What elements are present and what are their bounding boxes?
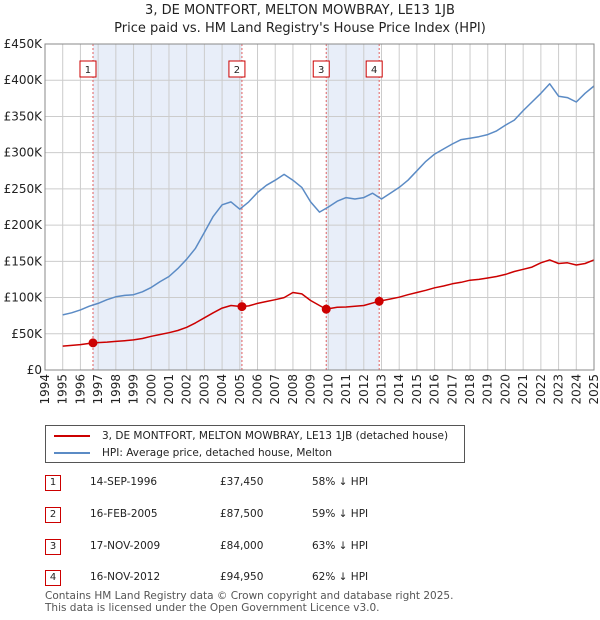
legend-swatch-red [54,435,90,437]
table-row: 3 17-NOV-2009 £84,000 63% ↓ HPI [45,537,445,557]
y-tick-label: £200K [4,218,44,232]
x-tick-label: 2014 [392,374,406,405]
x-tick-label: 2019 [481,374,495,405]
sale-hpi-diff: 63% ↓ HPI [312,540,369,552]
y-tick-label: £100K [4,291,44,305]
marker-badge-label: 4 [371,65,377,76]
marker-badge [79,60,97,78]
y-tick-label: £350K [4,109,44,123]
sale-point [88,338,98,348]
x-tick-label: 1997 [91,374,105,405]
x-tick-label: 2022 [534,374,548,405]
x-tick-label: 2016 [428,374,442,405]
legend-item-property: 3, DE MONTFORT, MELTON MOWBRAY, LE13 1JB… [54,428,448,444]
x-tick-label: 2001 [162,374,176,405]
x-tick-label: 2017 [445,374,459,405]
table-row: 4 16-NOV-2012 £94,950 62% ↓ HPI [45,568,445,588]
legend: 3, DE MONTFORT, MELTON MOWBRAY, LE13 1JB… [45,425,465,463]
x-tick-label: 2004 [215,374,229,405]
sale-price: £84,000 [220,540,264,552]
x-tick-label: 2005 [233,374,247,405]
marker-badge [312,60,330,78]
sale-date: 16-FEB-2005 [90,508,158,520]
y-tick-label: £450K [4,37,44,51]
table-row: 1 14-SEP-1996 £37,450 58% ↓ HPI [45,473,445,493]
marker-badge [228,60,246,78]
footer-copyright: Contains HM Land Registry data © Crown c… [45,590,454,602]
sale-number-badge: 1 [45,475,61,491]
x-tick-label: 2007 [268,374,282,405]
sale-hpi-diff: 58% ↓ HPI [312,476,369,488]
x-tick-label: 2020 [498,374,512,405]
y-tick-label: £400K [4,73,44,87]
sale-date: 16-NOV-2012 [90,571,161,583]
legend-label-hpi: HPI: Average price, detached house, Melt… [102,447,333,459]
y-tick-label: £50K [11,327,43,341]
marker-badge-label: 3 [318,65,324,76]
x-tick-label: 1998 [109,374,123,405]
series-line-hpi [62,83,595,316]
legend-item-hpi: HPI: Average price, detached house, Melt… [54,445,332,461]
sale-date: 17-NOV-2009 [90,540,161,552]
sale-date: 14-SEP-1996 [90,476,158,488]
table-row: 2 16-FEB-2005 £87,500 59% ↓ HPI [45,505,445,525]
marker-badge-label: 1 [85,65,91,76]
sale-number-badge: 3 [45,539,61,555]
y-tick-label: £300K [4,146,44,160]
sale-hpi-diff: 62% ↓ HPI [312,571,369,583]
x-tick-label: 2000 [144,374,158,405]
sale-price: £37,450 [220,476,264,488]
x-tick-label: 2008 [286,374,300,405]
sale-hpi-diff: 59% ↓ HPI [312,508,369,520]
x-tick-label: 2013 [374,374,388,405]
x-tick-label: 1999 [127,374,141,405]
y-tick-label: £150K [4,254,44,268]
marker-badge-label: 2 [234,65,240,76]
footer-licence: This data is licensed under the Open Gov… [45,602,380,614]
chart-title-address: 3, DE MONTFORT, MELTON MOWBRAY, LE13 1JB [145,3,455,18]
price-chart: £0 £50K £100K £150K £200K £250K £300K £350K £400… [4,37,600,405]
x-tick-label: 1995 [56,374,70,405]
sale-price: £94,950 [220,571,264,583]
x-tick-label: 2009 [304,374,318,405]
x-tick-label: 1994 [38,374,52,405]
x-tick-label: 2021 [516,374,530,405]
x-tick-label: 2011 [339,374,353,405]
legend-label-property: 3, DE MONTFORT, MELTON MOWBRAY, LE13 1JB… [102,430,449,442]
y-tick-label: £0 [27,363,42,377]
x-tick-label: 2002 [180,374,194,405]
y-tick-label: £250K [4,182,44,196]
plot-frame [44,43,595,371]
shaded-range [326,44,380,370]
sale-number-badge: 4 [45,570,61,586]
sale-price: £87,500 [220,508,264,520]
x-tick-label: 2015 [410,374,424,405]
sale-number-badge: 2 [45,507,61,523]
x-tick-label: 2024 [569,374,583,405]
x-tick-label: 2006 [251,374,265,405]
x-tick-label: 2003 [197,374,211,405]
x-tick-label: 2023 [552,374,566,405]
x-tick-label: 1996 [73,374,87,405]
x-tick-label: 2012 [357,374,371,405]
sale-point [374,296,384,306]
sale-point [321,304,331,314]
x-tick-label: 2025 [587,374,600,405]
x-tick-label: 2010 [321,374,335,405]
legend-swatch-blue [54,452,90,454]
sale-point [237,302,247,312]
shaded-range [92,44,242,370]
x-tick-label: 2018 [463,374,477,405]
marker-badge [365,60,383,78]
chart-subtitle: Price paid vs. HM Land Registry's House … [114,21,486,36]
